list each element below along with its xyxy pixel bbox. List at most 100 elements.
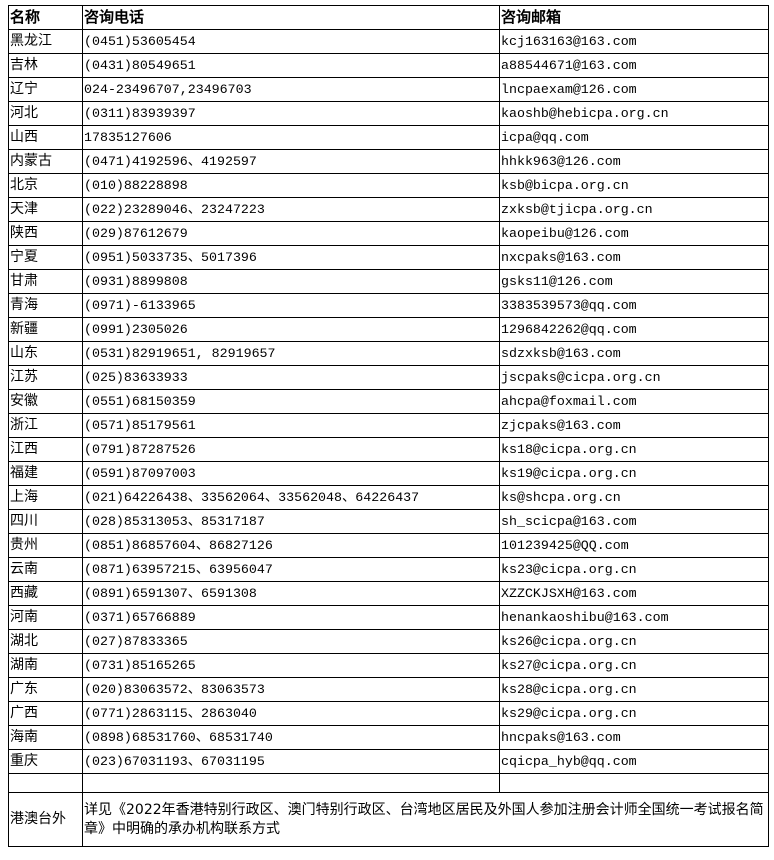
province-cell: 西藏	[8, 581, 83, 606]
province-cell: 陕西	[8, 221, 83, 246]
phone-cell: (0571)85179561	[82, 413, 500, 438]
province-cell: 青海	[8, 293, 83, 318]
province-cell: 河南	[8, 605, 83, 630]
phone-cell: (0871)63957215、63956047	[82, 557, 500, 582]
phone-cell: (0731)85165265	[82, 653, 500, 678]
table-row: 上海 (021)64226438、33562064、33562048、642264…	[8, 485, 769, 510]
province-cell: 广西	[8, 701, 83, 726]
table-row: 天津 (022)23289046、23247223 zxksb@tjicpa.org…	[8, 197, 769, 222]
table-row: 湖北 (027)87833365 ks26@cicpa.org.cn	[8, 629, 769, 654]
province-cell: 重庆	[8, 749, 83, 774]
phone-cell: (0971)-6133965	[82, 293, 500, 318]
province-cell: 新疆	[8, 317, 83, 342]
email-cell: ks28@cicpa.org.cn	[499, 677, 769, 702]
email-cell: henankaoshibu@163.com	[499, 605, 769, 630]
province-cell: 海南	[8, 725, 83, 750]
table-row: 宁夏 (0951)5033735、5017396 nxcpaks@163.com	[8, 245, 769, 270]
phone-cell: (025)83633933	[82, 365, 500, 390]
province-cell: 四川	[8, 509, 83, 534]
table-row: 重庆 (023)67031193、67031195 cqicpa_hyb@qq.co…	[8, 749, 769, 774]
email-cell: ahcpa@foxmail.com	[499, 389, 769, 414]
email-cell: cqicpa_hyb@qq.com	[499, 749, 769, 774]
phone-cell: (021)64226438、33562064、33562048、64226437	[82, 485, 500, 510]
province-cell: 江西	[8, 437, 83, 462]
table-row: 江西 (0791)87287526 ks18@cicpa.org.cn	[8, 437, 769, 462]
phone-cell: (027)87833365	[82, 629, 500, 654]
table-row: 辽宁 024-23496707,23496703 lncpaexam@126.com	[8, 77, 769, 102]
phone-cell: (0371)65766889	[82, 605, 500, 630]
province-cell: 宁夏	[8, 245, 83, 270]
phone-cell: (0591)87097003	[82, 461, 500, 486]
empty-cell	[499, 773, 769, 793]
table-row: 山西 17835127606 icpa@qq.com	[8, 125, 769, 150]
province-cell: 甘肃	[8, 269, 83, 294]
table-row: 福建 (0591)87097003 ks19@cicpa.org.cn	[8, 461, 769, 486]
email-cell: kaoshb@hebicpa.org.cn	[499, 101, 769, 126]
email-cell: zxksb@tjicpa.org.cn	[499, 197, 769, 222]
phone-cell: (028)85313053、85317187	[82, 509, 500, 534]
province-cell: 北京	[8, 173, 83, 198]
table-row: 广西 (0771)2863115、2863040 ks29@cicpa.org.cn	[8, 701, 769, 726]
email-cell: zjcpaks@163.com	[499, 413, 769, 438]
header-name: 名称	[8, 5, 83, 30]
phone-cell: 024-23496707,23496703	[82, 77, 500, 102]
table-row: 青海 (0971)-6133965 3383539573@qq.com	[8, 293, 769, 318]
email-cell: ks29@cicpa.org.cn	[499, 701, 769, 726]
table-header-row: 名称 咨询电话 咨询邮箱	[8, 5, 769, 30]
empty-cell	[8, 773, 83, 793]
email-cell: ks18@cicpa.org.cn	[499, 437, 769, 462]
phone-cell: (020)83063572、83063573	[82, 677, 500, 702]
footer-note-cell: 详见《2022年香港特别行政区、澳门特别行政区、台湾地区居民及外国人参加注册会计…	[82, 792, 769, 847]
table-row: 河南 (0371)65766889 henankaoshibu@163.com	[8, 605, 769, 630]
province-cell: 吉林	[8, 53, 83, 78]
email-cell: gsks11@126.com	[499, 269, 769, 294]
province-cell: 天津	[8, 197, 83, 222]
phone-cell: (0311)83939397	[82, 101, 500, 126]
table-row: 四川 (028)85313053、85317187 sh_scicpa@163.co…	[8, 509, 769, 534]
table-row: 广东 (020)83063572、83063573 ks28@cicpa.org.c…	[8, 677, 769, 702]
province-cell: 黑龙江	[8, 29, 83, 54]
province-cell: 贵州	[8, 533, 83, 558]
province-cell: 上海	[8, 485, 83, 510]
phone-cell: (0931)8899808	[82, 269, 500, 294]
province-cell: 广东	[8, 677, 83, 702]
table-row: 云南 (0871)63957215、63956047 ks23@cicpa.org.…	[8, 557, 769, 582]
email-cell: ksb@bicpa.org.cn	[499, 173, 769, 198]
email-cell: hhkk963@126.com	[499, 149, 769, 174]
email-cell: 101239425@QQ.com	[499, 533, 769, 558]
email-cell: sdzxksb@163.com	[499, 341, 769, 366]
phone-cell: (022)23289046、23247223	[82, 197, 500, 222]
email-cell: lncpaexam@126.com	[499, 77, 769, 102]
table-row: 甘肃 (0931)8899808 gsks11@126.com	[8, 269, 769, 294]
phone-cell: (010)88228898	[82, 173, 500, 198]
table-row: 海南 (0898)68531760、68531740 hncpaks@163.com	[8, 725, 769, 750]
table-row: 内蒙古 (0471)4192596、4192597 hhkk963@126.com	[8, 149, 769, 174]
province-cell: 云南	[8, 557, 83, 582]
province-cell: 辽宁	[8, 77, 83, 102]
footer-name-cell: 港澳台外	[8, 792, 83, 847]
email-cell: ks27@cicpa.org.cn	[499, 653, 769, 678]
empty-cell	[82, 773, 500, 793]
province-cell: 内蒙古	[8, 149, 83, 174]
table-row: 江苏 (025)83633933 jscpaks@cicpa.org.cn	[8, 365, 769, 390]
phone-cell: (0431)80549651	[82, 53, 500, 78]
email-cell: XZZCKJSXH@163.com	[499, 581, 769, 606]
province-cell: 山东	[8, 341, 83, 366]
phone-cell: (0851)86857604、86827126	[82, 533, 500, 558]
phone-cell: (023)67031193、67031195	[82, 749, 500, 774]
phone-cell: (029)87612679	[82, 221, 500, 246]
phone-cell: (0991)2305026	[82, 317, 500, 342]
province-cell: 福建	[8, 461, 83, 486]
phone-cell: (0771)2863115、2863040	[82, 701, 500, 726]
province-cell: 江苏	[8, 365, 83, 390]
table-row: 浙江 (0571)85179561 zjcpaks@163.com	[8, 413, 769, 438]
email-cell: 1296842262@qq.com	[499, 317, 769, 342]
table-row: 河北 (0311)83939397 kaoshb@hebicpa.org.cn	[8, 101, 769, 126]
phone-cell: (0551)68150359	[82, 389, 500, 414]
province-cell: 湖南	[8, 653, 83, 678]
table-row: 湖南 (0731)85165265 ks27@cicpa.org.cn	[8, 653, 769, 678]
phone-cell: (0471)4192596、4192597	[82, 149, 500, 174]
email-cell: ks@shcpa.org.cn	[499, 485, 769, 510]
phone-cell: (0531)82919651, 82919657	[82, 341, 500, 366]
contact-table: 名称 咨询电话 咨询邮箱 黑龙江 (0451)53605454 kcj163163@…	[8, 5, 769, 847]
